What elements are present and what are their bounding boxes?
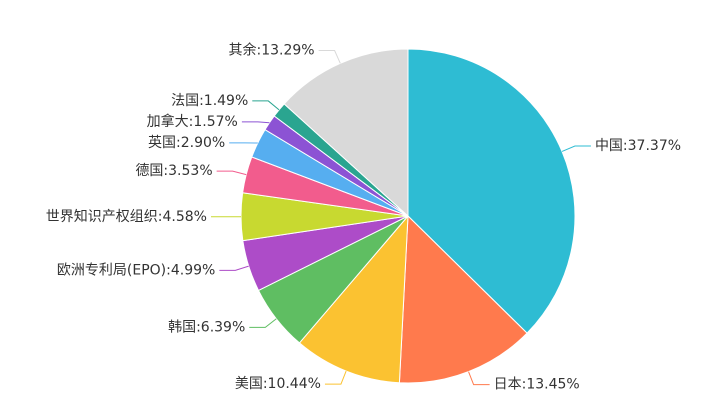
leader-line: [561, 145, 591, 152]
leader-line: [219, 265, 249, 271]
data-label: 欧洲专利局(EPO):4.99%: [57, 262, 215, 278]
data-label: 加拿大:1.57%: [147, 113, 238, 130]
data-label: 英国:2.90%: [148, 134, 225, 151]
data-label: 法国:1.49%: [171, 93, 248, 109]
leader-line: [241, 121, 270, 124]
data-label: 美国:10.44%: [235, 376, 321, 392]
leader-line: [318, 50, 341, 64]
data-label: 世界知识产权组织:4.58%: [46, 208, 207, 225]
leader-line: [249, 318, 277, 328]
pie-slice: [398, 214, 528, 384]
leader-line: [252, 100, 280, 111]
data-label: 其余:13.29%: [228, 42, 314, 59]
pie-slice: [407, 48, 576, 334]
pie-slice: [298, 214, 409, 384]
leader-line: [324, 370, 347, 385]
pie-slice: [283, 48, 409, 218]
data-label: 日本:13.45%: [494, 377, 580, 393]
leader-line: [216, 170, 247, 176]
data-label: 中国:37.37%: [595, 138, 681, 154]
leader-line: [468, 371, 490, 386]
data-label: 韩国:6.39%: [168, 319, 245, 335]
data-label: 德国:3.53%: [135, 163, 212, 179]
